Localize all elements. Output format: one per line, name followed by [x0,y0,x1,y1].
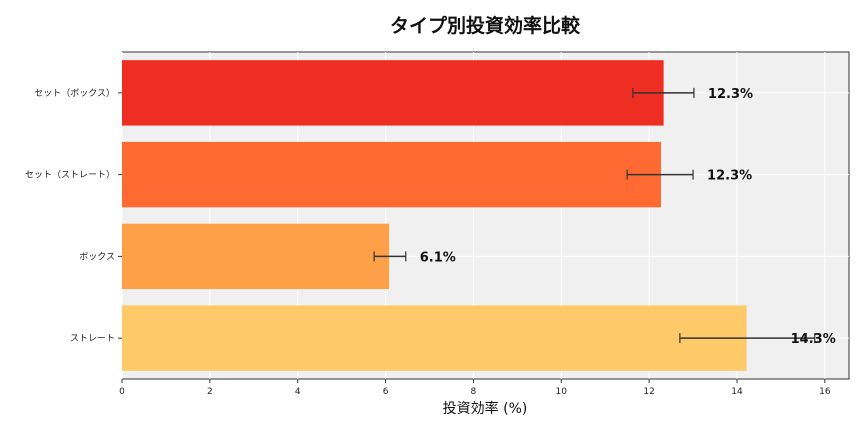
data-label: 6.1% [420,250,456,265]
category-label: セット（ストレート） [25,170,115,181]
x-tick-label: 2 [207,387,213,397]
x-tick-label: 4 [295,387,301,397]
data-label: 12.3% [708,87,753,102]
x-tick-label: 8 [471,387,477,397]
chart-title: タイプ別投資効率比較 [390,14,581,37]
category-label: ボックス [79,251,115,262]
x-tick-label: 10 [556,387,568,397]
bar [122,305,747,371]
bar [122,141,661,208]
bar [122,223,390,290]
bar [122,60,664,126]
category-label: セット（ボックス） [34,88,115,99]
data-label: 12.3% [707,169,752,184]
x-tick-label: 0 [119,387,125,397]
x-tick-label: 6 [383,387,389,397]
x-tick-label: 14 [731,387,743,397]
x-axis-label: 投資効率 (%) [443,400,528,417]
category-label: ストレート [70,334,115,344]
data-label: 14.3% [791,332,836,347]
x-tick-label: 12 [643,387,654,397]
x-tick-label: 16 [819,387,831,397]
